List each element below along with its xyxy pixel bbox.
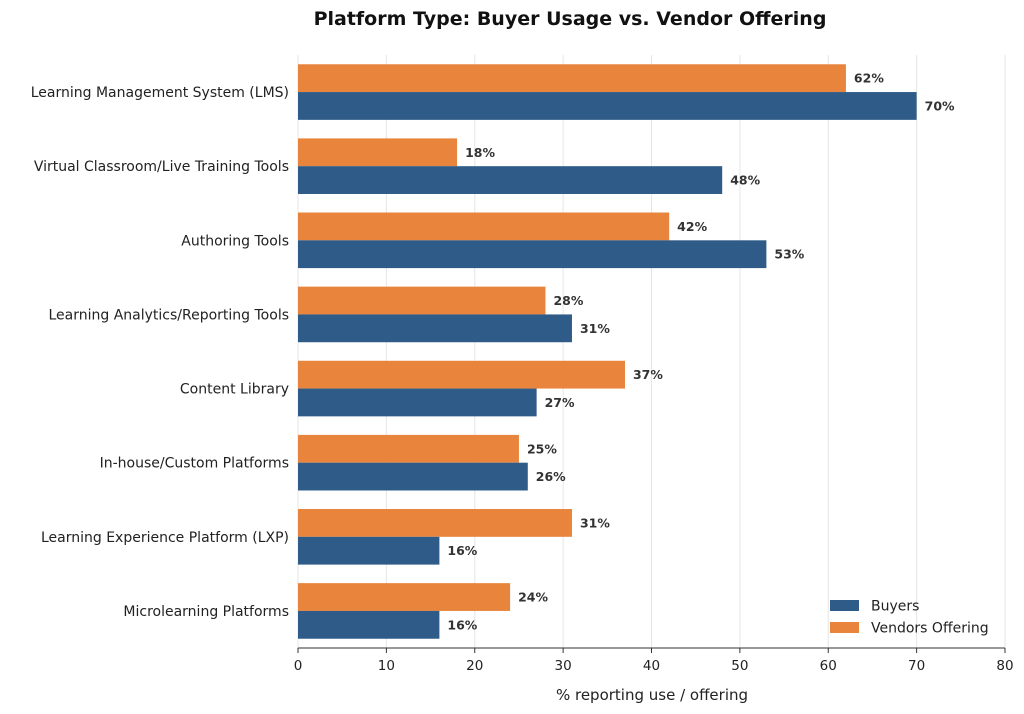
category-label-authoring-tools: Authoring Tools (181, 233, 289, 249)
x-tick-label-60: 60 (820, 658, 837, 674)
category-label-microlearning-platforms: Microlearning Platforms (123, 604, 289, 620)
legend-label-vendors-offering: Vendors Offering (871, 621, 989, 637)
bar-vendors-learning-experience-platform-lxp (298, 509, 572, 537)
chart-title: Platform Type: Buyer Usage vs. Vendor Of… (314, 8, 827, 30)
bar-vendors-learning-analytics-reporting-tools (298, 286, 546, 315)
bar-vendors-authoring-tools (298, 212, 670, 241)
bar-buyers-content-library (298, 388, 537, 417)
category-label-learning-experience-platform-lxp: Learning Experience Platform (LXP) (41, 530, 289, 546)
x-axis-ticks: 0 10 20 30 40 50 60 70 80 (294, 647, 1014, 674)
value-labels: 62% 70% 18% 48% 42% 53% 28% 31% 37% 27% 25% 26% 31% 1… (447, 71, 955, 633)
x-tick-label-80: 80 (996, 658, 1013, 674)
legend: Buyers Vendors Offering (830, 599, 989, 637)
category-labels: Learning Management System (LMS) Virtual … (31, 85, 289, 620)
bar-buyers-virtual-classroom-live-training-tools (298, 166, 723, 194)
x-tick-label-50: 50 (731, 658, 748, 674)
x-tick-label-40: 40 (643, 658, 660, 674)
value-label-vendors-virtual-classroom-live-training-tools: 18% (465, 145, 495, 160)
legend-swatch-vendors-offering (830, 622, 859, 633)
category-label-in-house-custom-platforms: In-house/Custom Platforms (100, 456, 289, 472)
value-label-vendors-learning-management-system-lms: 62% (854, 71, 884, 86)
bar-vendors-learning-management-system-lms (298, 64, 846, 93)
bar-buyers-learning-experience-platform-lxp (298, 536, 440, 565)
bar-vendors-virtual-classroom-live-training-tools (298, 138, 458, 167)
bar-buyers-learning-management-system-lms (298, 92, 917, 120)
bar-buyers-learning-analytics-reporting-tools (298, 314, 572, 343)
bar-vendors-content-library (298, 360, 625, 389)
x-tick-label-30: 30 (555, 658, 572, 674)
value-label-buyers-learning-management-system-lms: 70% (925, 98, 955, 113)
category-label-content-library: Content Library (180, 382, 289, 398)
x-axis-label: % reporting use / offering (556, 686, 748, 704)
x-tick-label-0: 0 (294, 658, 303, 674)
value-label-buyers-virtual-classroom-live-training-tools: 48% (730, 173, 760, 188)
value-label-vendors-content-library: 37% (633, 367, 663, 382)
value-label-vendors-learning-experience-platform-lxp: 31% (580, 515, 610, 530)
value-label-vendors-microlearning-platforms: 24% (518, 590, 548, 605)
bars (298, 64, 917, 639)
x-tick-label-10: 10 (378, 658, 395, 674)
category-label-learning-analytics-reporting-tools: Learning Analytics/Reporting Tools (48, 307, 289, 323)
bar-buyers-authoring-tools (298, 240, 767, 269)
bar-vendors-in-house-custom-platforms (298, 434, 519, 463)
value-label-buyers-microlearning-platforms: 16% (447, 617, 477, 632)
category-label-learning-management-system-lms: Learning Management System (LMS) (31, 85, 289, 101)
value-label-buyers-authoring-tools: 53% (774, 247, 804, 262)
x-tick-label-70: 70 (908, 658, 925, 674)
bar-buyers-in-house-custom-platforms (298, 462, 528, 491)
value-label-buyers-in-house-custom-platforms: 26% (536, 469, 566, 484)
category-label-virtual-classroom-live-training-tools: Virtual Classroom/Live Training Tools (34, 159, 289, 175)
value-label-buyers-content-library: 27% (545, 395, 575, 410)
x-tick-label-20: 20 (466, 658, 483, 674)
value-label-vendors-authoring-tools: 42% (677, 219, 707, 234)
value-label-buyers-learning-experience-platform-lxp: 16% (447, 543, 477, 558)
value-label-vendors-learning-analytics-reporting-tools: 28% (553, 293, 583, 308)
value-label-buyers-learning-analytics-reporting-tools: 31% (580, 321, 610, 336)
legend-label-buyers: Buyers (871, 599, 919, 615)
bar-vendors-microlearning-platforms (298, 583, 511, 611)
legend-swatch-buyers (830, 600, 859, 611)
bar-buyers-microlearning-platforms (298, 610, 440, 639)
value-label-vendors-in-house-custom-platforms: 25% (527, 441, 557, 456)
